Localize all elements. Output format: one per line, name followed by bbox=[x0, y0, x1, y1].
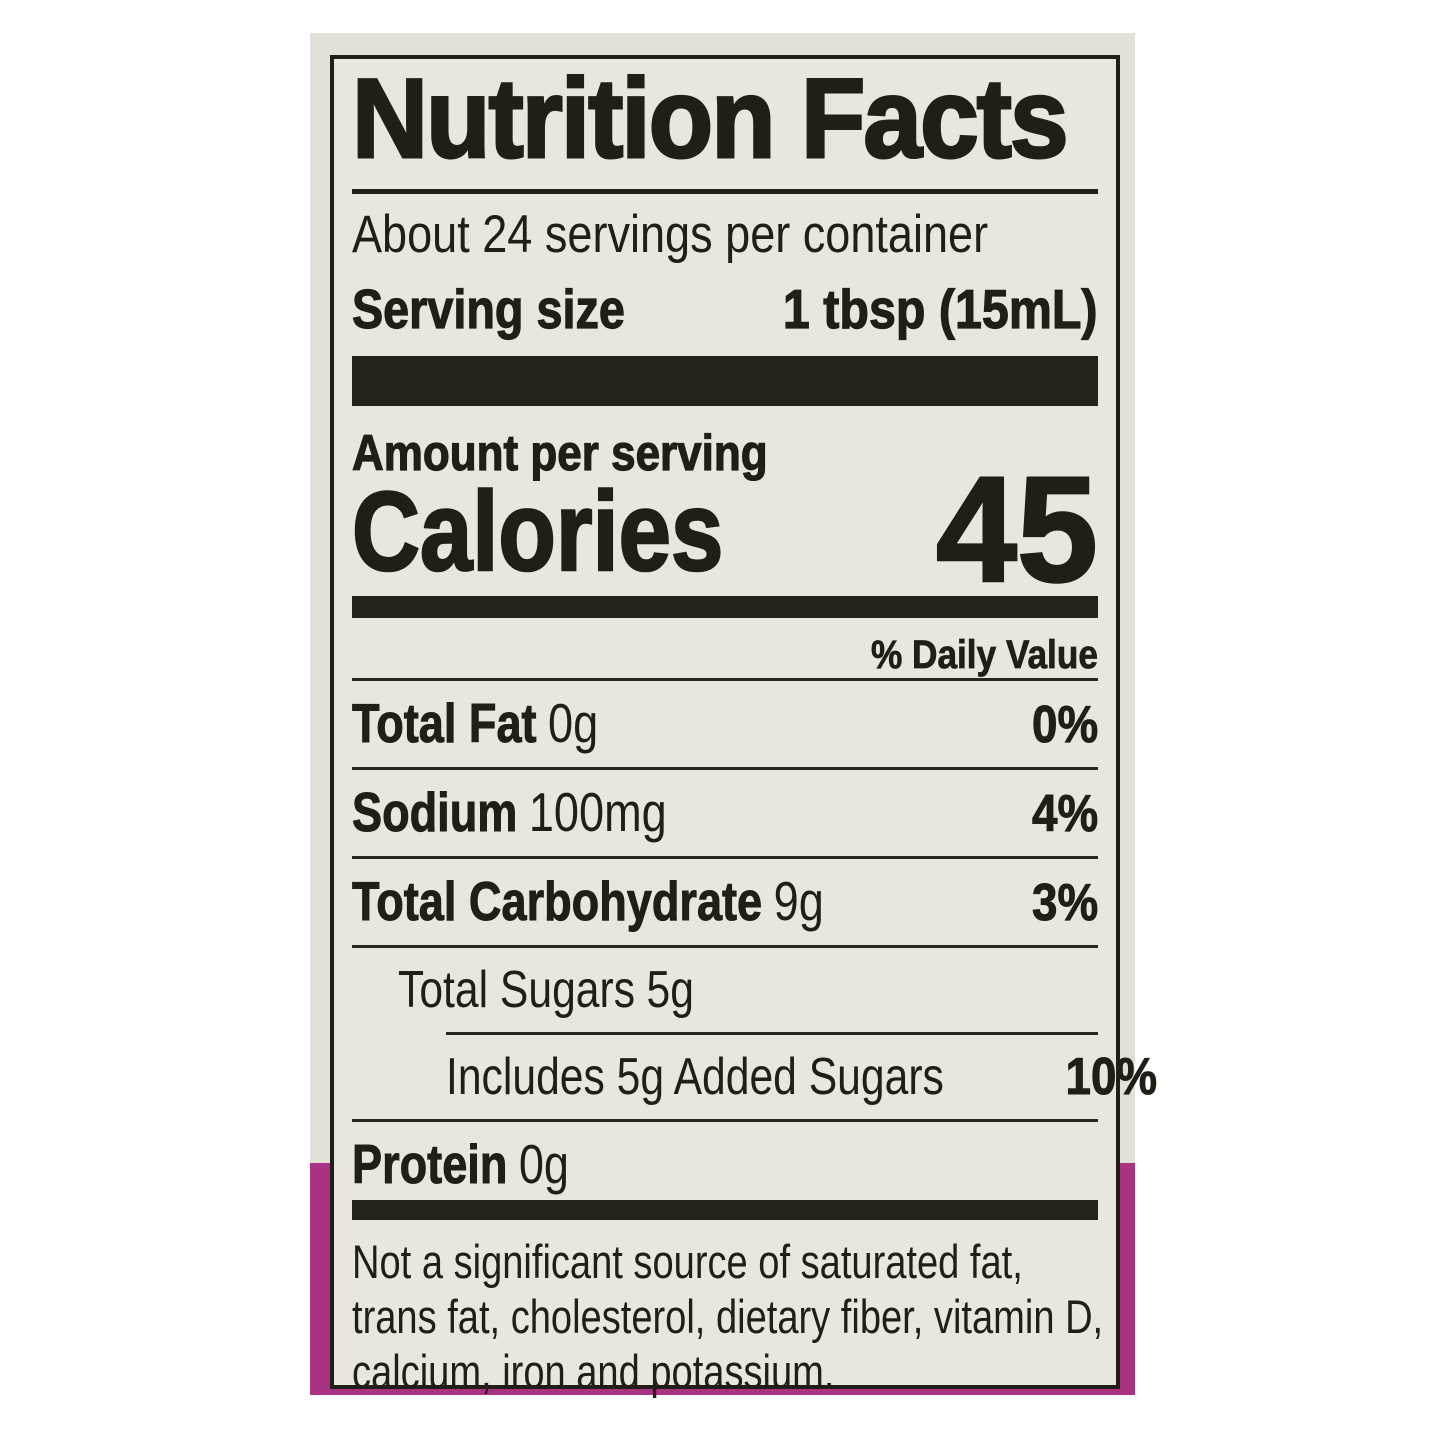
nutrition-facts-panel: Nutrition Facts About 24 servings per co… bbox=[330, 55, 1158, 1398]
nutrient-amount: 9g bbox=[773, 870, 824, 932]
nutrient-daily-value: 4% bbox=[1031, 785, 1098, 843]
footnote-line: calcium, iron and potassium. bbox=[352, 1345, 835, 1398]
footnote: Not a significant source of saturated fa… bbox=[352, 1234, 1103, 1399]
nutrient-row-total-fat: Total Fat 0g 0% bbox=[352, 681, 1099, 767]
row-divider bbox=[352, 856, 1098, 859]
nutrition-facts-title: Nutrition Facts bbox=[351, 56, 1098, 181]
serving-size-value: 1 tbsp (15mL) bbox=[783, 277, 1099, 340]
nutrient-name: Includes 5g Added Sugars bbox=[446, 1048, 944, 1106]
row-divider bbox=[352, 945, 1098, 948]
calories-row: Calories 45 bbox=[351, 445, 1099, 613]
row-divider bbox=[352, 678, 1098, 681]
nutrient-amount: 0g bbox=[518, 1133, 570, 1195]
section-bar-top bbox=[352, 356, 1098, 406]
nutrient-name: Total Sugars bbox=[398, 961, 636, 1019]
nutrient-row-added-sugars: Includes 5g Added Sugars 10% bbox=[352, 1035, 1158, 1119]
nutrient-name: Sodium bbox=[352, 781, 518, 843]
nutrient-amount: 5g bbox=[646, 961, 694, 1019]
daily-value-header: % Daily Value bbox=[871, 633, 1099, 678]
footnote-divider-bar bbox=[352, 1200, 1098, 1220]
product-label-photo: Nutrition Facts About 24 servings per co… bbox=[310, 33, 1158, 1398]
nutrient-row-total-sugars: Total Sugars 5g bbox=[352, 948, 1098, 1032]
calories-divider-bar bbox=[352, 596, 1098, 618]
serving-size-label: Serving size bbox=[351, 277, 625, 340]
row-divider-indented bbox=[446, 1032, 1098, 1035]
row-divider bbox=[352, 767, 1098, 770]
nutrient-row-protein: Protein 0g bbox=[352, 1122, 1098, 1200]
nutrient-name: Total Carbohydrate bbox=[352, 870, 763, 932]
calories-label: Calories bbox=[351, 469, 724, 594]
footnote-line: trans fat, cholesterol, dietary fiber, v… bbox=[352, 1290, 1104, 1343]
nutrient-amount: 0g bbox=[548, 692, 599, 754]
nutrient-row-total-carbohydrate: Total Carbohydrate 9g 3% bbox=[352, 859, 1099, 945]
nutrient-daily-value: 10% bbox=[1065, 1048, 1158, 1106]
nutrient-daily-value: 3% bbox=[1031, 874, 1098, 932]
calories-value: 45 bbox=[935, 445, 1099, 613]
nutrient-amount: 100mg bbox=[528, 781, 667, 843]
servings-per-container: About 24 servings per container bbox=[352, 205, 989, 264]
row-divider bbox=[352, 1119, 1098, 1122]
nutrient-name: Total Fat bbox=[352, 692, 537, 754]
nutrient-name: Protein bbox=[352, 1133, 508, 1195]
nutrient-daily-value: 0% bbox=[1031, 696, 1098, 754]
amount-per-serving-label: Amount per serving bbox=[351, 425, 768, 481]
serving-size-row: Serving size 1 tbsp (15mL) bbox=[351, 277, 1099, 340]
title-divider bbox=[352, 189, 1098, 194]
nutrient-row-sodium: Sodium 100mg 4% bbox=[352, 770, 1099, 856]
footnote-line: Not a significant source of saturated fa… bbox=[352, 1235, 1023, 1288]
nutrition-facts-title-text: Nutrition Facts bbox=[351, 56, 1070, 181]
